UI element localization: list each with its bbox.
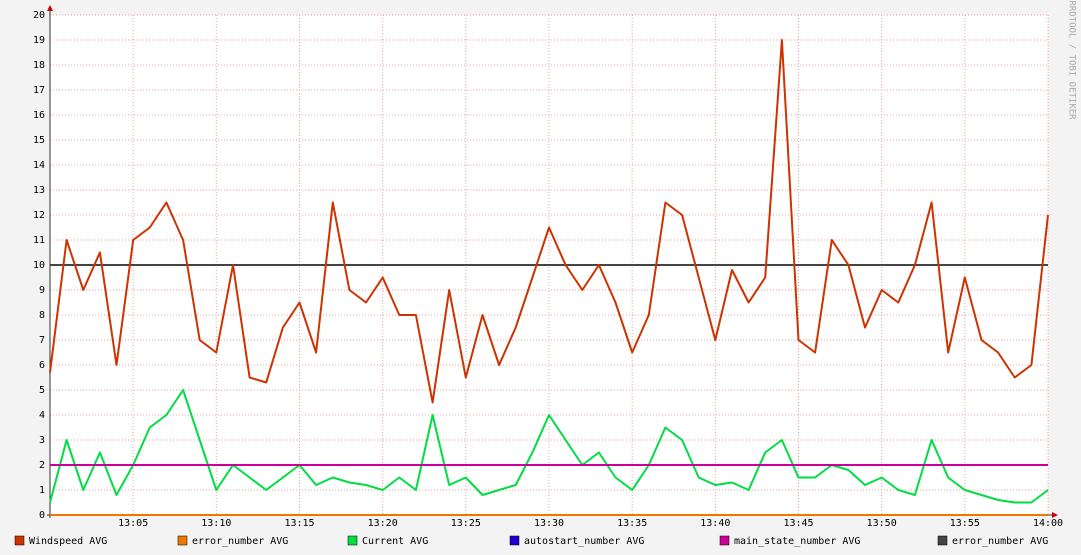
legend-swatch — [937, 535, 948, 546]
y-tick-label: 10 — [33, 260, 45, 271]
x-tick-label: 13:15 — [284, 518, 314, 529]
x-tick-label: 13:05 — [118, 518, 148, 529]
legend-swatch — [177, 535, 188, 546]
x-tick-label: 13:25 — [451, 518, 481, 529]
y-tick-label: 6 — [39, 360, 45, 371]
series-line — [49, 39, 1049, 404]
x-tick-label: 13:35 — [617, 518, 647, 529]
y-tick-label: 1 — [39, 485, 45, 496]
series-line — [49, 389, 1049, 504]
legend-label: Windspeed AVG — [29, 536, 107, 547]
y-tick-label: 11 — [33, 235, 45, 246]
x-tick-label: 13:45 — [783, 518, 813, 529]
legend-label: error_number AVG — [192, 536, 288, 547]
legend-swatch — [14, 535, 25, 546]
legend-label: main_state_number AVG — [734, 536, 860, 547]
y-tick-label: 8 — [39, 310, 45, 321]
x-tick-label: 13:55 — [950, 518, 980, 529]
legend-swatch — [347, 535, 358, 546]
y-tick-label: 7 — [39, 335, 45, 346]
y-tick-label: 13 — [33, 185, 45, 196]
y-tick-label: 19 — [33, 35, 45, 46]
x-tick-label: 14:00 — [1033, 518, 1063, 529]
legend-label: error_number AVG — [952, 536, 1048, 547]
y-tick-label: 17 — [33, 85, 45, 96]
y-tick-label: 16 — [33, 110, 45, 121]
y-tick-label: 2 — [39, 460, 45, 471]
axis-arrow — [47, 5, 53, 11]
legend-label: Current AVG — [362, 536, 428, 547]
x-tick-label: 13:30 — [534, 518, 564, 529]
y-tick-label: 9 — [39, 285, 45, 296]
legend-label: autostart_number AVG — [524, 536, 644, 547]
y-tick-label: 18 — [33, 60, 45, 71]
x-tick-label: 13:20 — [368, 518, 398, 529]
y-tick-label: 4 — [39, 410, 45, 421]
watermark: RRDTOOL / TOBI OETIKER — [1067, 0, 1077, 120]
y-tick-label: 5 — [39, 385, 45, 396]
x-tick-label: 13:10 — [201, 518, 231, 529]
y-tick-label: 12 — [33, 210, 45, 221]
y-tick-label: 14 — [33, 160, 45, 171]
y-tick-label: 20 — [33, 10, 45, 21]
legend-swatch — [509, 535, 520, 546]
y-tick-label: 15 — [33, 135, 45, 146]
axis-arrow — [1052, 512, 1058, 518]
x-tick-label: 13:40 — [700, 518, 730, 529]
x-tick-label: 13:50 — [867, 518, 897, 529]
y-tick-label: 0 — [39, 510, 45, 521]
legend-swatch — [719, 535, 730, 546]
y-tick-label: 3 — [39, 435, 45, 446]
